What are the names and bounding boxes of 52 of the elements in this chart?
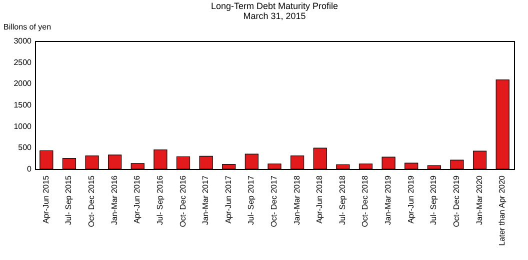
x-tick-label: Oct- Dec 2017 — [270, 174, 278, 228]
x-tick-label: Jul- Sep 2017 — [246, 174, 256, 225]
bar — [108, 154, 122, 170]
bar — [130, 163, 144, 170]
bar — [496, 80, 510, 170]
y-tick-label: 1500 — [14, 100, 32, 110]
bar — [85, 155, 99, 170]
x-tick-label: Jul- Sep 2018 — [338, 174, 347, 225]
x-tick-label: Jan-Mar 2019 — [384, 174, 393, 225]
bar — [336, 164, 350, 170]
bar — [154, 150, 168, 170]
bar — [358, 164, 373, 170]
x-tick-label: Jan-Mar 2017 — [201, 174, 210, 225]
chart-subtitle: March 31, 2015 — [243, 11, 306, 21]
x-tick-label: Oct- Dec 2019 — [452, 174, 461, 228]
y-tick-label: 2000 — [14, 79, 32, 88]
bar — [472, 150, 487, 170]
bar — [244, 154, 258, 170]
x-tick-label: Jan-Mar 2018 — [292, 174, 302, 225]
x-tick-label: Oct- Dec 2016 — [178, 174, 188, 228]
bar — [404, 162, 418, 170]
y-axis-title: Billons of yen — [4, 22, 52, 32]
bar — [176, 156, 190, 170]
x-tick-label: Jul- Sep 2019 — [429, 174, 438, 225]
y-tick-label: 1000 — [14, 122, 32, 131]
x-tick-label: Apr-Jun 2015 — [41, 174, 50, 224]
bar — [427, 165, 441, 170]
bar — [290, 155, 304, 170]
x-tick-label: Oct- Dec 2018 — [360, 174, 370, 228]
x-tick-label: Apr-Jun 2019 — [406, 174, 416, 224]
bar — [450, 160, 464, 170]
y-tick-label: 0 — [27, 164, 32, 174]
bar — [222, 164, 236, 170]
bar — [40, 150, 54, 170]
x-tick-label: Oct- Dec 2015 — [87, 174, 96, 228]
x-tick-label: Jul- Sep 2015 — [64, 174, 74, 225]
bar — [268, 164, 282, 170]
x-tick-label: Apr-Jun 2018 — [315, 174, 324, 224]
x-tick-label: Jan-Mar 2020 — [474, 174, 484, 225]
x-tick-label: Apr-Jun 2016 — [132, 174, 142, 224]
y-tick-label: 500 — [18, 143, 32, 152]
y-tick-label: 2500 — [14, 58, 32, 67]
x-tick-label: Apr-Jun 2017 — [224, 174, 233, 224]
y-tick-label: 3000 — [14, 36, 32, 46]
x-tick-label: Jan-Mar 2016 — [110, 174, 119, 225]
x-tick-label: Jul- Sep 2016 — [155, 174, 164, 225]
bar — [382, 156, 396, 170]
bar — [199, 156, 213, 170]
chart-title: Long-Term Debt Maturity Profile — [210, 1, 338, 11]
bar — [62, 158, 76, 170]
bar — [313, 148, 327, 170]
x-tick-label: Later than Apr 2020 — [498, 174, 507, 246]
